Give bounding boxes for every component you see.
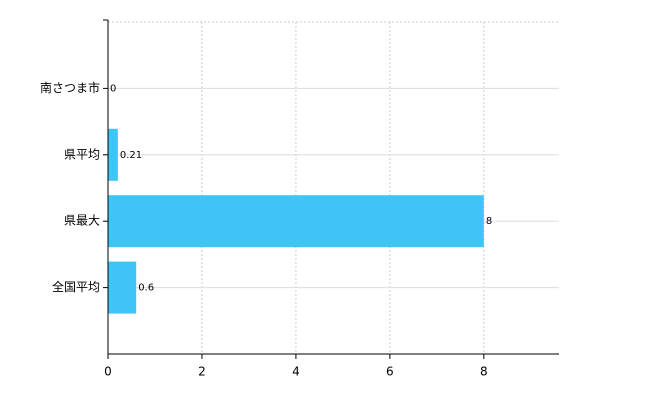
- x-tick-label: 0: [104, 365, 112, 379]
- value-label: 0.6: [138, 283, 154, 294]
- y-tick-label: 全国平均: [52, 279, 100, 294]
- x-tick-label: 6: [386, 365, 394, 379]
- y-tick-label: 県平均: [64, 147, 100, 161]
- y-tick-label: 県最大: [64, 214, 100, 228]
- bar: [108, 261, 137, 314]
- y-tick-label: 南さつま市: [40, 80, 100, 95]
- x-tick-label: 2: [198, 365, 206, 379]
- bar: [108, 195, 484, 248]
- value-label: 0.21: [120, 150, 142, 161]
- bar: [108, 128, 118, 181]
- x-tick-label: 8: [480, 365, 488, 379]
- x-tick-label: 4: [292, 365, 300, 379]
- value-label: 0: [110, 83, 116, 94]
- value-label: 8: [486, 216, 492, 227]
